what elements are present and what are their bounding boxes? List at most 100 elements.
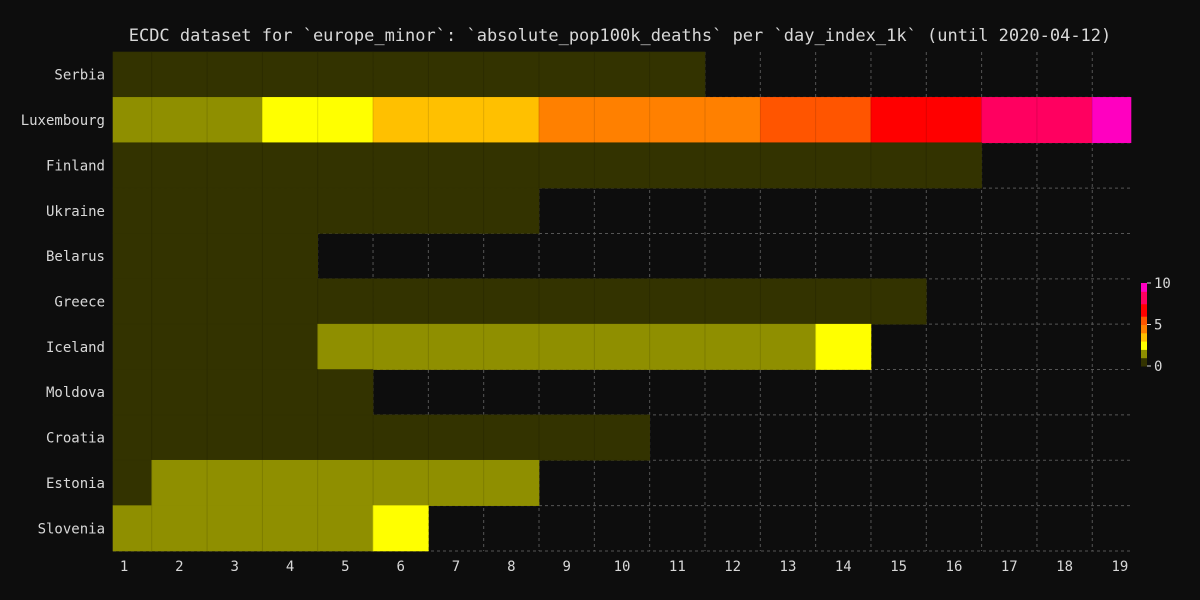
heatmap-cell: [704, 278, 761, 325]
heatmap-cell: [151, 97, 208, 144]
heatmap-cell: [428, 187, 484, 234]
colorbar-tick-label: 10: [1154, 276, 1171, 292]
y-tick-label: Estonia: [46, 476, 105, 492]
heatmap-cell: [538, 142, 595, 189]
heatmap-cell: [428, 323, 484, 370]
heatmap-cell: [1036, 97, 1093, 144]
colorbar-segment: [1141, 361, 1147, 367]
x-tick-label: 12: [724, 559, 741, 575]
heatmap-cell: [206, 369, 263, 416]
heatmap-cell: [112, 414, 153, 461]
heatmap-cell: [649, 278, 706, 325]
colorbar: 0 5 10: [1141, 276, 1171, 375]
heatmap-cell: [317, 278, 374, 325]
heatmap-cell: [262, 323, 319, 370]
x-tick-label: 14: [835, 559, 852, 575]
heatmap-cell: [428, 142, 484, 189]
colorbar-segment: [1141, 291, 1147, 296]
heatmap-cell: [428, 459, 484, 506]
heatmap-cell: [151, 414, 208, 461]
heatmap-cell: [483, 51, 540, 98]
heatmap-cell: [112, 187, 153, 234]
heatmap-cell: [483, 142, 540, 189]
heatmap-cell: [112, 278, 153, 325]
x-tick-label: 15: [890, 559, 907, 575]
heatmap-cell: [760, 278, 816, 325]
heatmap-cell: [594, 142, 650, 189]
colorbar-segment: [1141, 336, 1147, 342]
heatmap-cell: [317, 323, 374, 370]
y-tick-label: Ukraine: [46, 204, 105, 220]
heatmap-cell: [483, 414, 540, 461]
heatmap-cell: [206, 51, 263, 98]
heatmap-cell: [649, 142, 706, 189]
colorbar-segment: [1141, 332, 1147, 338]
heatmap-cell: [151, 278, 208, 325]
heatmap-cell: [704, 142, 761, 189]
heatmap-cell: [262, 51, 319, 98]
heatmap-cell: [206, 414, 263, 461]
x-tick-label: 18: [1056, 559, 1073, 575]
colorbar-tick-label: 5: [1154, 318, 1162, 334]
colorbar-segment: [1141, 299, 1147, 305]
heatmap-cell: [372, 51, 429, 98]
heatmap-cell: [317, 505, 374, 552]
colorbar-segment: [1141, 328, 1147, 334]
heatmap-cell: [112, 97, 153, 144]
heatmap-cell: [925, 142, 982, 189]
colorbar-segment: [1141, 324, 1147, 330]
heatmap-cell: [262, 278, 319, 325]
heatmap-cell: [262, 142, 319, 189]
heatmap-cell: [594, 97, 650, 144]
heatmap-cell: [538, 323, 595, 370]
heatmap-cell: [483, 459, 540, 506]
heatmap-cell: [262, 414, 319, 461]
y-tick-label: Luxembourg: [21, 113, 105, 129]
heatmap-cell: [538, 414, 595, 461]
x-tick-label: 7: [452, 559, 460, 575]
heatmap-cell: [704, 323, 761, 370]
colorbar-segment: [1141, 312, 1147, 317]
heatmap-cell: [372, 278, 429, 325]
heatmap-cell: [704, 97, 761, 144]
y-tick-label: Belarus: [46, 249, 105, 265]
heatmap-cell: [538, 97, 595, 144]
heatmap-cell: [206, 505, 263, 552]
heatmap-cell: [925, 97, 982, 144]
x-tick-label: 11: [669, 559, 686, 575]
heatmap-cell: [594, 51, 650, 98]
heatmap-cell: [112, 142, 153, 189]
colorbar-segment: [1141, 353, 1147, 359]
heatmap-cell: [112, 369, 153, 416]
heatmap-cell: [317, 51, 374, 98]
colorbar-segment: [1141, 295, 1147, 301]
heatmap-cell: [206, 278, 263, 325]
heatmap-cell: [151, 233, 208, 280]
y-tick-label: Finland: [46, 158, 105, 174]
heatmap-cell: [538, 51, 595, 98]
heatmap-cell: [151, 369, 208, 416]
colorbar-segment: [1141, 345, 1147, 350]
heatmap-cell: [649, 51, 706, 98]
y-tick-label: Serbia: [54, 68, 105, 84]
heatmap-cell: [428, 97, 484, 144]
colorbar-segment: [1141, 349, 1147, 355]
colorbar-segment: [1141, 320, 1147, 325]
heatmap-cell: [112, 505, 153, 552]
heatmap-cell: [372, 459, 429, 506]
heatmap-cell: [870, 142, 927, 189]
heatmap-cell: [483, 97, 540, 144]
heatmap-cell: [815, 278, 872, 325]
heatmap-cell: [317, 142, 374, 189]
heatmap-cell: [594, 323, 650, 370]
heatmap-cell: [372, 97, 429, 144]
heatmap-cell: [428, 414, 484, 461]
heatmap-cell: [206, 233, 263, 280]
y-tick-label: Croatia: [46, 431, 105, 447]
heatmap-cell: [594, 278, 650, 325]
heatmap-cell: [151, 51, 208, 98]
x-tick-label: 10: [614, 559, 631, 575]
colorbar-segment: [1141, 307, 1147, 313]
heatmap-cell: [151, 505, 208, 552]
x-axis-labels: 1 2 3 4 5 6 7 8 9 10 11 12 13 14 15 16 17 18 19: [120, 559, 1129, 575]
